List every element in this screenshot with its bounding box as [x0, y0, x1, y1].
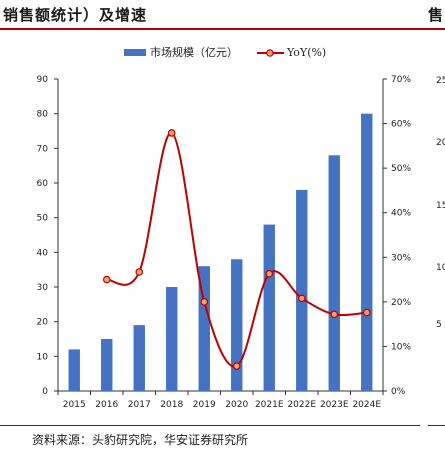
y-right-tick-label: 50% — [391, 164, 411, 174]
legend-label-line: YoY(%) — [286, 46, 326, 59]
y-left-tick-label: 80 — [37, 110, 49, 120]
adjacent-chart-tick-label: 5 — [436, 320, 442, 330]
y-right-tick-label: 40% — [391, 209, 411, 219]
x-tick-label: 2024E — [352, 400, 381, 410]
x-tick-label: 2021E — [255, 400, 284, 410]
x-tick-label: 2018 — [160, 400, 183, 410]
header-rule — [0, 28, 445, 30]
bar-market-size — [361, 113, 373, 392]
y-left-tick-label: 50 — [37, 214, 49, 224]
footer-rule-right — [428, 425, 445, 426]
legend-swatch-marker — [266, 49, 274, 57]
yoy-point — [167, 129, 176, 137]
y-right-tick-label: 0% — [391, 387, 406, 397]
y-right-tick-label: 20% — [391, 298, 411, 308]
legend-swatch-bar — [124, 49, 146, 56]
bar-market-size — [101, 339, 113, 391]
yoy-point — [102, 275, 111, 284]
yoy-point — [200, 298, 209, 306]
y-left-tick-label: 20 — [37, 318, 49, 328]
bar-market-size — [198, 266, 210, 391]
bar-market-size — [263, 224, 275, 391]
yoy-point — [362, 308, 371, 317]
yoy-point — [135, 268, 144, 276]
y-left-tick-label: 40 — [37, 248, 49, 258]
bar-market-size — [133, 325, 145, 391]
adjacent-chart-tick-label: 10 — [436, 263, 445, 273]
yoy-point — [232, 362, 241, 370]
y-right-tick-label: 10% — [391, 342, 411, 352]
y-left-tick-label: 10 — [37, 352, 49, 362]
y-left-tick-label: 0 — [42, 387, 48, 397]
adjacent-chart-tick-label: 15 — [436, 201, 445, 211]
legend-label-bar: 市场规模（亿元） — [150, 45, 238, 59]
footer-rule — [0, 425, 420, 426]
adjacent-section-title: 售 — [428, 6, 444, 24]
yoy-point — [297, 294, 306, 303]
x-tick-label: 2020 — [225, 400, 248, 410]
x-tick-label: 2016 — [95, 400, 118, 410]
x-tick-label: 2022E — [287, 400, 316, 410]
source-note: 资料来源：头豹研究院，华安证券研究所 — [32, 433, 249, 447]
bar-market-size — [68, 349, 80, 391]
bar-market-size — [296, 189, 308, 391]
x-tick-label: 2023E — [320, 400, 349, 410]
bar-market-size — [166, 287, 178, 391]
y-right-tick-label: 60% — [391, 120, 411, 130]
adjacent-chart-tick-label: 20 — [436, 138, 445, 148]
bar-market-size — [328, 155, 340, 391]
bar-market-size — [231, 259, 243, 391]
x-tick-label: 2017 — [128, 400, 151, 410]
y-right-tick-label: 30% — [391, 253, 411, 263]
yoy-point — [330, 310, 339, 319]
section-title: 销售额统计）及增速 — [3, 6, 148, 24]
y-left-tick-label: 90 — [37, 75, 49, 85]
yoy-line — [106, 131, 367, 368]
y-left-tick-label: 30 — [37, 283, 49, 293]
y-left-tick-label: 70 — [37, 144, 49, 154]
x-tick-label: 2015 — [63, 400, 86, 410]
yoy-point — [265, 269, 274, 278]
x-tick-label: 2019 — [193, 400, 216, 410]
y-left-tick-label: 60 — [37, 179, 49, 189]
y-right-tick-label: 70% — [391, 75, 411, 85]
adjacent-chart-tick-label: 25 — [436, 76, 445, 86]
